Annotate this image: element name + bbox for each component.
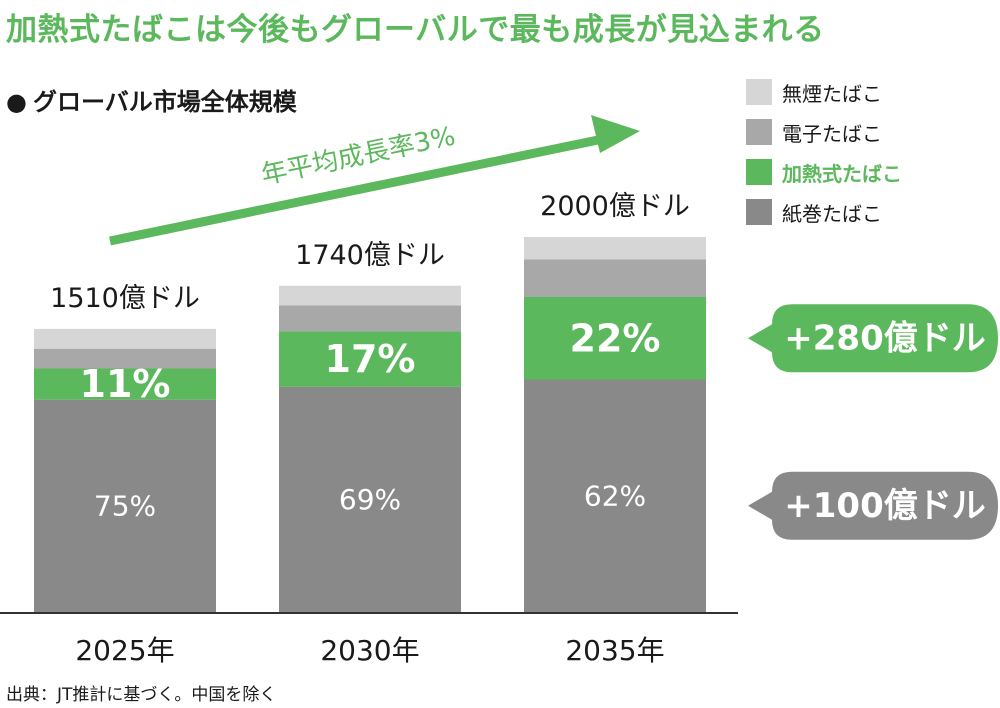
cagr-arrow: 年平均成長率3% (109, 115, 640, 246)
legend-swatch (746, 119, 772, 145)
callouts-group: +280億ドル +100億ドル (748, 304, 998, 540)
callout-bubble (748, 471, 998, 540)
legend-swatch (746, 199, 772, 225)
bar-segment (524, 379, 706, 612)
callout-label: +280億ドル (784, 318, 985, 358)
legend-swatch (746, 79, 772, 105)
bar-segment (524, 259, 706, 297)
bar-segment (279, 331, 461, 387)
legend-label: 加熱式たばこ (782, 161, 902, 186)
chart-subtitle-text: グローバル市場全体規模 (32, 88, 297, 116)
x-tick-label: 2025年 (75, 634, 174, 667)
headline: 加熱式たばこは今後もグローバルで最も成長が見込まれる (6, 12, 825, 48)
segment-label: 75% (94, 489, 156, 522)
legend: 無煙たばこ 電子たばこ 加熱式たばこ 紙巻たばこ (746, 72, 902, 232)
segment-label: 69% (339, 483, 401, 516)
bar-segment (524, 297, 706, 380)
bar-segment (34, 399, 216, 612)
bar-segment (279, 305, 461, 332)
segment-label: 11% (80, 362, 171, 406)
legend-label: 無煙たばこ (782, 81, 882, 106)
callout-label: +100億ドル (784, 486, 985, 526)
legend-label: 電子たばこ (782, 121, 882, 146)
bar-segment (279, 386, 461, 612)
legend-item-ecig: 電子たばこ (746, 112, 902, 152)
bar-segment (524, 237, 706, 260)
source-note: 出典：JT推計に基づく。中国を除く (6, 685, 277, 705)
bar-total-label: 1510億ドル (50, 283, 200, 314)
bar-segment (34, 368, 216, 400)
callout-bubble (748, 304, 998, 373)
cagr-label: 年平均成長率3% (259, 121, 458, 190)
legend-item-smokeless: 無煙たばこ (746, 72, 902, 112)
bar-total-label: 2000億ドル (540, 191, 690, 222)
bar-segment (34, 328, 216, 349)
bar-segment (34, 348, 216, 369)
bullet-icon: ● (6, 88, 27, 116)
cagr-arrow-shaft (109, 135, 599, 246)
x-tick-label: 2035年 (565, 634, 664, 667)
segment-label: 22% (570, 316, 661, 360)
bar-total-label: 1740億ドル (295, 240, 445, 271)
chart-subtitle: ● グローバル市場全体規模 (6, 82, 297, 117)
segment-label: 17% (325, 337, 416, 381)
legend-swatch (746, 159, 772, 185)
legend-item-heated: 加熱式たばこ (746, 152, 902, 192)
bar-segment (279, 285, 461, 306)
cagr-arrow-head (591, 115, 640, 153)
legend-label: 紙巻たばこ (782, 201, 882, 226)
legend-item-cigarette: 紙巻たばこ (746, 192, 902, 232)
segment-label: 62% (584, 479, 646, 512)
bars-group: 75% 11% 1510億ドル 2025年 69% 17% 1740億ドル 2030年 62% 2… (34, 191, 706, 667)
x-tick-label: 2030年 (320, 634, 419, 667)
